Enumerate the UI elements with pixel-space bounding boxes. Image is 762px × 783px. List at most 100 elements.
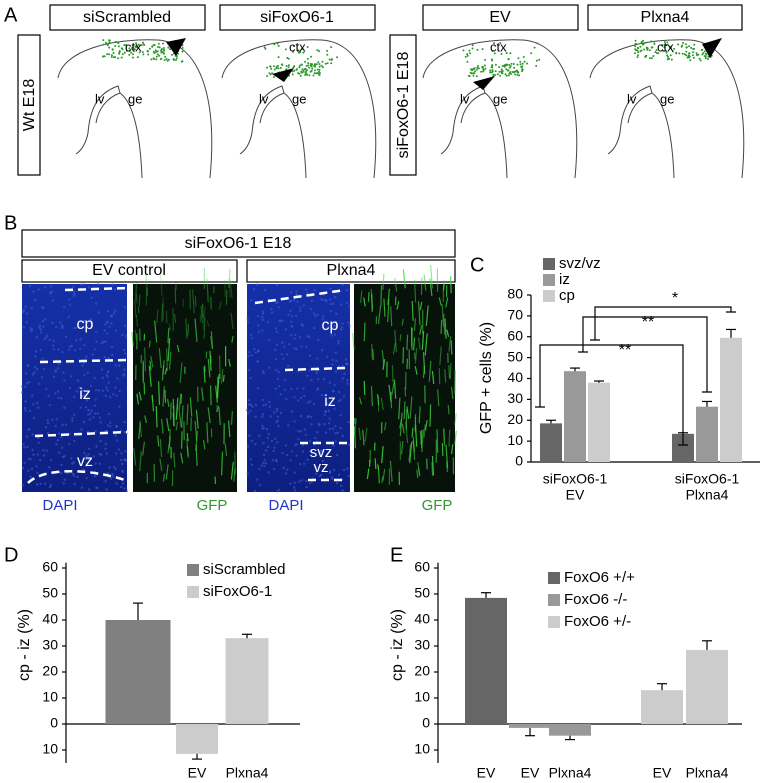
cell-dot: [469, 52, 472, 55]
fiber: [419, 325, 423, 335]
error-bar: [594, 380, 604, 383]
cell-dot: [121, 53, 124, 56]
cell-dot: [538, 58, 541, 61]
legend-label: siScrambled: [203, 561, 286, 578]
row-label: siFoxO6-1 E18: [395, 52, 412, 159]
nucleus: [262, 404, 265, 407]
cell-dot: [648, 49, 651, 52]
fiber: [448, 429, 451, 448]
nucleus: [337, 390, 341, 394]
brain-outline: [57, 39, 213, 179]
nucleus: [88, 418, 92, 421]
cell-dot: [476, 66, 479, 69]
nucleus: [341, 434, 344, 438]
nucleus: [85, 476, 88, 480]
fiber: [187, 323, 190, 336]
nucleus: [46, 422, 50, 425]
fiber: [145, 273, 149, 296]
nucleus: [275, 343, 279, 346]
nucleus: [278, 385, 281, 388]
cell-dot: [535, 59, 538, 62]
nucleus: [99, 439, 102, 443]
fiber: [201, 387, 204, 401]
nucleus: [36, 453, 40, 456]
y-tick-label: 50: [414, 585, 430, 601]
cell-dot: [666, 55, 669, 58]
nucleus: [28, 284, 32, 288]
nucleus: [281, 451, 284, 455]
nucleus: [255, 283, 258, 286]
cell-dot: [131, 53, 134, 56]
cell-dot: [108, 46, 111, 49]
nucleus: [36, 401, 39, 405]
cell-dot: [509, 52, 512, 55]
nucleus: [70, 457, 73, 460]
nucleus: [308, 482, 312, 485]
fiber: [144, 415, 148, 424]
x-tick-label: EV: [653, 765, 672, 781]
nucleus: [305, 335, 309, 338]
nucleus: [41, 306, 44, 309]
nucleus: [20, 391, 24, 394]
nucleus: [37, 288, 40, 291]
cell-dot: [306, 57, 309, 60]
region-label: lv: [95, 91, 105, 106]
cell-dot: [314, 69, 316, 72]
cell-dot: [298, 64, 301, 67]
nucleus: [46, 419, 49, 422]
fiber: [210, 296, 212, 310]
cell-dot: [509, 71, 512, 73]
cell-dot: [484, 58, 486, 61]
nucleus: [290, 410, 293, 413]
nucleus: [24, 409, 27, 412]
cell-dot: [317, 72, 320, 75]
nucleus: [84, 458, 88, 461]
legend-swatch: [543, 290, 555, 302]
cell-dot: [473, 67, 476, 70]
nucleus: [87, 458, 91, 461]
cell-dot: [701, 53, 704, 56]
nucleus: [105, 386, 108, 389]
fiber: [387, 298, 390, 323]
cell-dot: [131, 56, 134, 59]
nucleus: [249, 333, 253, 336]
nucleus: [42, 454, 46, 457]
nucleus: [34, 299, 37, 302]
cell-dot: [643, 48, 646, 51]
fiber: [383, 298, 386, 317]
nucleus: [62, 305, 66, 309]
nucleus: [82, 283, 86, 286]
nucleus: [273, 446, 276, 449]
nucleus: [71, 462, 74, 465]
nucleus: [119, 485, 123, 489]
cell-dot: [270, 67, 273, 70]
nucleus: [58, 362, 61, 366]
nucleus: [276, 377, 279, 381]
fiber: [381, 446, 384, 464]
nucleus: [103, 329, 106, 332]
cell-dot: [331, 58, 333, 61]
nucleus: [249, 458, 252, 461]
cell-dot: [498, 70, 501, 73]
cell-dot: [510, 62, 513, 65]
nucleus: [324, 394, 327, 397]
nucleus: [94, 430, 97, 433]
fiber: [135, 314, 139, 327]
ganglionic-eminence: [651, 92, 675, 179]
cell-dot: [305, 64, 308, 67]
cell-dot: [316, 49, 319, 52]
cell-dot: [652, 55, 655, 57]
cell-dot: [147, 53, 150, 56]
significance-label: **: [619, 342, 631, 359]
cell-dot: [163, 59, 166, 62]
nucleus: [52, 339, 55, 343]
cell-dot: [689, 59, 692, 62]
cell-dot: [102, 43, 105, 46]
fiber: [448, 336, 452, 352]
layer-labels: cp iz vz cp iz svz vz: [77, 316, 339, 476]
nucleus: [310, 451, 314, 455]
fiber: [195, 444, 198, 467]
fiber: [207, 358, 211, 378]
nucleus: [287, 364, 290, 368]
fiber: [443, 313, 446, 335]
